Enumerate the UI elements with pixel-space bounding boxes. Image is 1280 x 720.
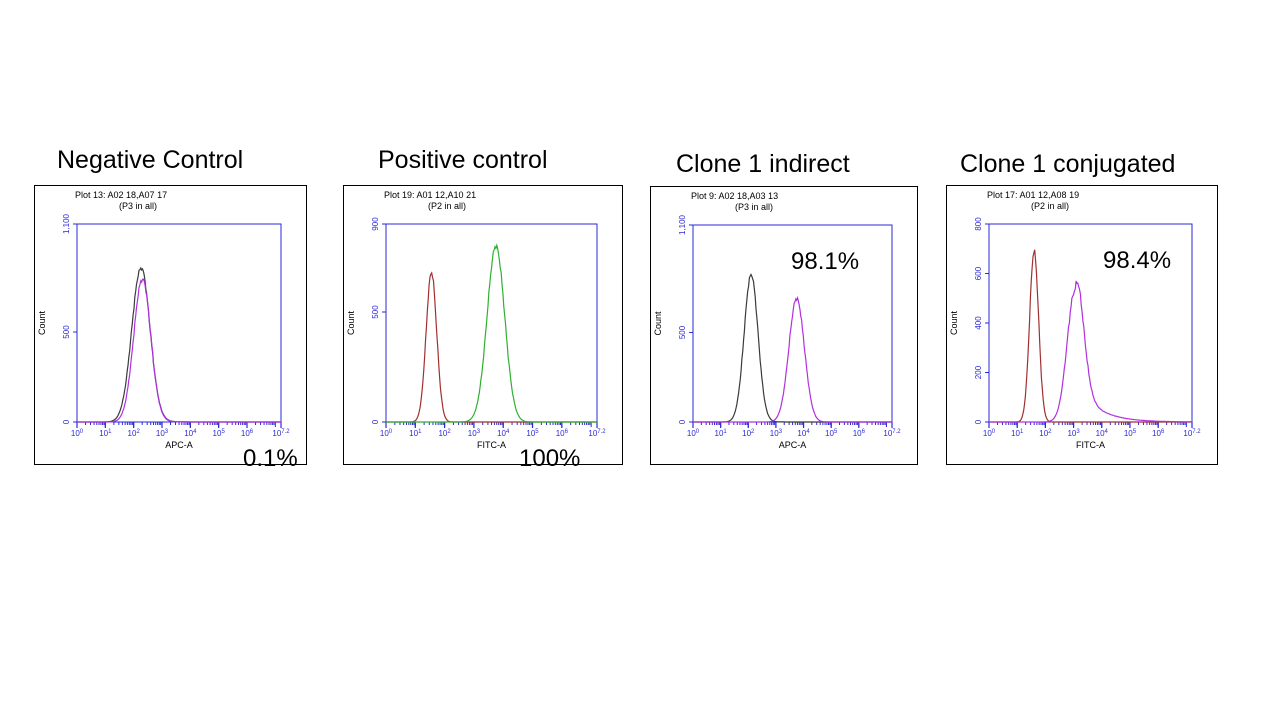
y-tick-label: 0 xyxy=(371,419,380,424)
x-tick-label: 100 xyxy=(687,429,700,438)
histogram-svg: Plot 19: A01 12,A10 21(P2 in all) 0 500 900… xyxy=(346,190,606,472)
histogram-svg: Plot 17: A01 12,A08 19(P2 in all) 0 200 400… xyxy=(949,190,1201,450)
x-tick-label: 106 xyxy=(853,429,866,438)
x-tick-label: 102 xyxy=(742,429,755,438)
panel-title: Clone 1 indirect xyxy=(676,150,850,178)
x-axis-label: FITC-A xyxy=(1076,440,1105,450)
histogram-svg: Plot 13: A02 18,A07 17(P3 in all) 0 500 1,1… xyxy=(37,190,298,472)
percent-label: 98.4% xyxy=(1103,247,1171,274)
x-tick-label: 104 xyxy=(797,429,810,438)
series-control-curve xyxy=(989,249,1192,423)
x-axis-label: APC-A xyxy=(165,440,193,450)
x-tick-label: 101 xyxy=(409,429,422,438)
y-tick-label: 1,100 xyxy=(62,213,71,234)
x-tick-label: 103 xyxy=(468,429,481,438)
x-tick-label: 104 xyxy=(184,429,197,438)
x-tick-label: 102 xyxy=(1039,429,1052,438)
x-tick-label: 101 xyxy=(715,429,728,438)
x-tick-label: 106 xyxy=(1152,429,1165,438)
series-sample-curve xyxy=(386,243,597,423)
x-tick-label: 101 xyxy=(1011,429,1024,438)
y-tick-label: 500 xyxy=(678,325,687,339)
series-control-curve xyxy=(386,271,597,423)
series-sample-curve xyxy=(693,295,892,423)
x-tick-label: 107.2 xyxy=(588,429,606,438)
series-sample-curve xyxy=(77,278,281,423)
x-tick-label: 101 xyxy=(99,429,112,438)
gate-label: (P3 in all) xyxy=(735,202,773,212)
x-tick-label: 105 xyxy=(1124,429,1137,438)
x-tick-label: 104 xyxy=(1096,429,1109,438)
series-sample-curve xyxy=(989,280,1192,423)
histogram-svg: Plot 9: A02 18,A03 13(P3 in all) 0 500 1,10… xyxy=(653,191,901,450)
y-tick-label: 0 xyxy=(62,419,71,424)
plot-label: Plot 9: A02 18,A03 13 xyxy=(691,191,778,201)
y-axis-label: Count xyxy=(653,311,663,336)
gate-label: (P2 in all) xyxy=(1031,201,1069,211)
x-axis-label: APC-A xyxy=(779,440,807,450)
y-tick-label: 0 xyxy=(678,419,687,424)
x-tick-label: 103 xyxy=(1067,429,1080,438)
series-control-curve xyxy=(77,266,281,423)
x-tick-label: 107.2 xyxy=(1183,429,1201,438)
y-tick-label: 600 xyxy=(974,266,983,280)
y-tick-label: 400 xyxy=(974,316,983,330)
x-tick-label: 106 xyxy=(241,429,254,438)
y-axis-label: Count xyxy=(37,311,47,336)
panel-title: Positive control xyxy=(378,146,548,174)
y-tick-label: 0 xyxy=(974,419,983,424)
x-axis-label: FITC-A xyxy=(477,440,506,450)
y-tick-label: 800 xyxy=(974,217,983,231)
x-tick-label: 107.2 xyxy=(272,429,290,438)
y-tick-label: 1,100 xyxy=(678,214,687,235)
percent-label: 98.1% xyxy=(791,248,859,275)
x-tick-label: 105 xyxy=(213,429,226,438)
y-axis-label: Count xyxy=(949,311,959,336)
x-tick-label: 100 xyxy=(71,429,84,438)
x-tick-label: 106 xyxy=(556,429,569,438)
y-tick-label: 200 xyxy=(974,365,983,379)
plot-area xyxy=(76,223,282,423)
series-control-curve xyxy=(693,273,892,423)
plot-area xyxy=(385,223,598,423)
percent-label: 100% xyxy=(519,445,580,472)
y-axis-label: Count xyxy=(346,311,356,336)
plot-label: Plot 17: A01 12,A08 19 xyxy=(987,190,1079,200)
x-tick-label: 103 xyxy=(770,429,783,438)
plot-label: Plot 19: A01 12,A10 21 xyxy=(384,190,476,200)
x-tick-label: 100 xyxy=(983,429,996,438)
percent-label: 0.1% xyxy=(243,445,298,472)
panel-title: Clone 1 conjugated xyxy=(960,150,1176,178)
x-tick-label: 102 xyxy=(128,429,141,438)
y-tick-label: 900 xyxy=(371,217,380,231)
plot-frame: Plot 13: A02 18,A07 17 (P3 in all) 0 500 1,1… xyxy=(34,185,307,472)
y-tick-label: 500 xyxy=(371,305,380,319)
x-tick-label: 103 xyxy=(156,429,169,438)
y-tick-label: 500 xyxy=(62,325,71,339)
x-tick-label: 107.2 xyxy=(883,429,901,438)
plot-frame: Plot 9: A02 18,A03 13 (P3 in all) 0 500 1,10… xyxy=(650,186,918,465)
x-tick-label: 104 xyxy=(497,429,510,438)
x-tick-label: 100 xyxy=(380,429,393,438)
gate-label: (P3 in all) xyxy=(119,201,157,211)
panel-title: Negative Control xyxy=(57,146,244,174)
x-tick-label: 105 xyxy=(825,429,838,438)
plot-label: Plot 13: A02 18,A07 17 xyxy=(75,190,167,200)
plot-frame: Plot 19: A01 12,A10 21 (P2 in all) 0 500 900… xyxy=(343,185,623,472)
plot-frame: Plot 17: A01 12,A08 19 (P2 in all) 0 200 400… xyxy=(946,185,1218,465)
gate-label: (P2 in all) xyxy=(428,201,466,211)
x-tick-label: 102 xyxy=(438,429,451,438)
x-tick-label: 105 xyxy=(526,429,539,438)
